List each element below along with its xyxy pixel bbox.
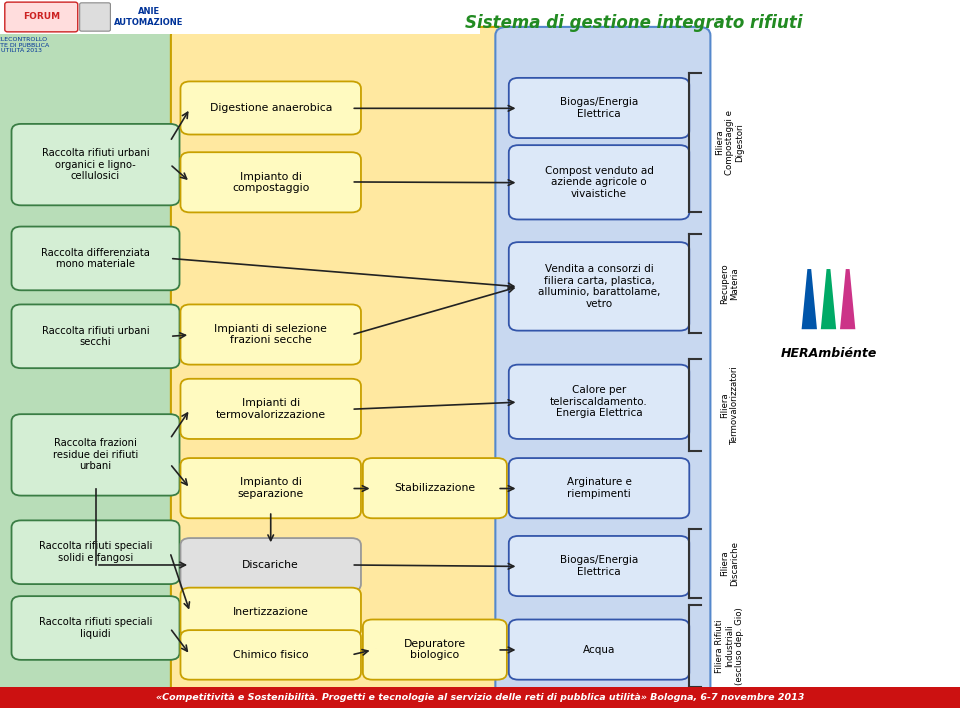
Text: Stabilizzazione: Stabilizzazione <box>395 483 475 493</box>
Text: Raccolta rifiuti urbani
secchi: Raccolta rifiuti urbani secchi <box>41 326 150 347</box>
FancyBboxPatch shape <box>180 81 361 135</box>
FancyBboxPatch shape <box>80 3 110 31</box>
Text: FORUM: FORUM <box>23 13 60 21</box>
Text: Inertizzazione: Inertizzazione <box>232 607 309 617</box>
Text: TELECONTROLLO
RETE DI PUBBLICA
UTILITÀ 2013: TELECONTROLLO RETE DI PUBBLICA UTILITÀ 2… <box>0 37 50 53</box>
Text: Calore per
teleriscaldamento.
Energia Elettrica: Calore per teleriscaldamento. Energia El… <box>550 385 648 418</box>
PathPatch shape <box>840 269 855 329</box>
FancyBboxPatch shape <box>509 458 689 518</box>
Text: Filiera
Discariche: Filiera Discariche <box>720 541 739 586</box>
Bar <box>0 0 480 34</box>
Text: HERAmbiénte: HERAmbiénte <box>780 347 876 360</box>
FancyBboxPatch shape <box>509 365 689 439</box>
Text: Raccolta rifiuti urbani
organici e ligno-
cellulosici: Raccolta rifiuti urbani organici e ligno… <box>41 148 150 181</box>
Text: Acqua: Acqua <box>583 644 615 655</box>
FancyBboxPatch shape <box>12 414 180 496</box>
Text: Raccolta rifiuti speciali
solidi e fangosi: Raccolta rifiuti speciali solidi e fango… <box>38 542 153 563</box>
Text: Vendita a consorzi di
filiera carta, plastica,
alluminio, barattolame,
vetro: Vendita a consorzi di filiera carta, pla… <box>538 264 660 309</box>
PathPatch shape <box>821 269 836 329</box>
Text: Digestione anaerobica: Digestione anaerobica <box>209 103 332 113</box>
FancyBboxPatch shape <box>171 27 535 695</box>
Bar <box>0 687 960 708</box>
Text: Discariche: Discariche <box>242 559 300 570</box>
FancyBboxPatch shape <box>509 620 689 680</box>
FancyBboxPatch shape <box>12 227 180 290</box>
Text: Sistema di gestione integrato rifiuti: Sistema di gestione integrato rifiuti <box>465 13 803 32</box>
FancyBboxPatch shape <box>12 304 180 368</box>
Text: Compost venduto ad
aziende agricole o
vivaistiche: Compost venduto ad aziende agricole o vi… <box>544 166 654 199</box>
Text: Impianti di selezione
frazioni secche: Impianti di selezione frazioni secche <box>214 324 327 346</box>
Text: Impianti di
termovalorizzazione: Impianti di termovalorizzazione <box>216 398 325 420</box>
PathPatch shape <box>802 269 817 329</box>
FancyBboxPatch shape <box>12 596 180 660</box>
FancyBboxPatch shape <box>180 538 361 591</box>
FancyBboxPatch shape <box>509 145 689 219</box>
Text: Raccolta frazioni
residue dei rifiuti
urbani: Raccolta frazioni residue dei rifiuti ur… <box>53 438 138 472</box>
FancyBboxPatch shape <box>495 27 710 695</box>
FancyBboxPatch shape <box>12 520 180 584</box>
FancyBboxPatch shape <box>509 242 689 331</box>
Text: ANIE
AUTOMAZIONE: ANIE AUTOMAZIONE <box>114 7 183 27</box>
FancyBboxPatch shape <box>180 588 361 637</box>
FancyBboxPatch shape <box>180 304 361 365</box>
Text: Biogas/Energia
Elettrica: Biogas/Energia Elettrica <box>560 97 638 119</box>
Text: Impianto di
separazione: Impianto di separazione <box>237 477 304 499</box>
Text: Filiera
Compostaggi e
Digestori: Filiera Compostaggi e Digestori <box>714 110 745 175</box>
FancyBboxPatch shape <box>363 620 507 680</box>
FancyBboxPatch shape <box>180 379 361 439</box>
FancyBboxPatch shape <box>180 630 361 680</box>
FancyBboxPatch shape <box>509 536 689 596</box>
FancyBboxPatch shape <box>12 124 180 205</box>
Text: Impianto di
compostaggio: Impianto di compostaggio <box>232 171 309 193</box>
FancyBboxPatch shape <box>180 458 361 518</box>
FancyBboxPatch shape <box>509 78 689 138</box>
FancyBboxPatch shape <box>180 152 361 212</box>
Text: Arginature e
riempimenti: Arginature e riempimenti <box>566 477 632 499</box>
Text: Biogas/Energia
Elettrica: Biogas/Energia Elettrica <box>560 555 638 577</box>
Text: Chimico fisico: Chimico fisico <box>233 650 308 660</box>
Text: Filiera Rifiuti
Industriali
(escluso dep. Gio): Filiera Rifiuti Industriali (escluso dep… <box>714 607 745 685</box>
Text: Raccolta differenziata
mono materiale: Raccolta differenziata mono materiale <box>41 248 150 269</box>
Text: Filiera
Termovalorizzatori: Filiera Termovalorizzatori <box>720 365 739 445</box>
FancyBboxPatch shape <box>363 458 507 518</box>
FancyBboxPatch shape <box>0 27 192 695</box>
Text: «Competitività e Sostenibilità. Progetti e tecnologie al servizio delle reti di : «Competitività e Sostenibilità. Progetti… <box>156 693 804 702</box>
Text: Raccolta rifiuti speciali
liquidi: Raccolta rifiuti speciali liquidi <box>38 617 153 639</box>
Text: Depuratore
biologico: Depuratore biologico <box>404 639 466 661</box>
FancyBboxPatch shape <box>5 2 78 32</box>
Text: Recupero
Materia: Recupero Materia <box>720 263 739 304</box>
